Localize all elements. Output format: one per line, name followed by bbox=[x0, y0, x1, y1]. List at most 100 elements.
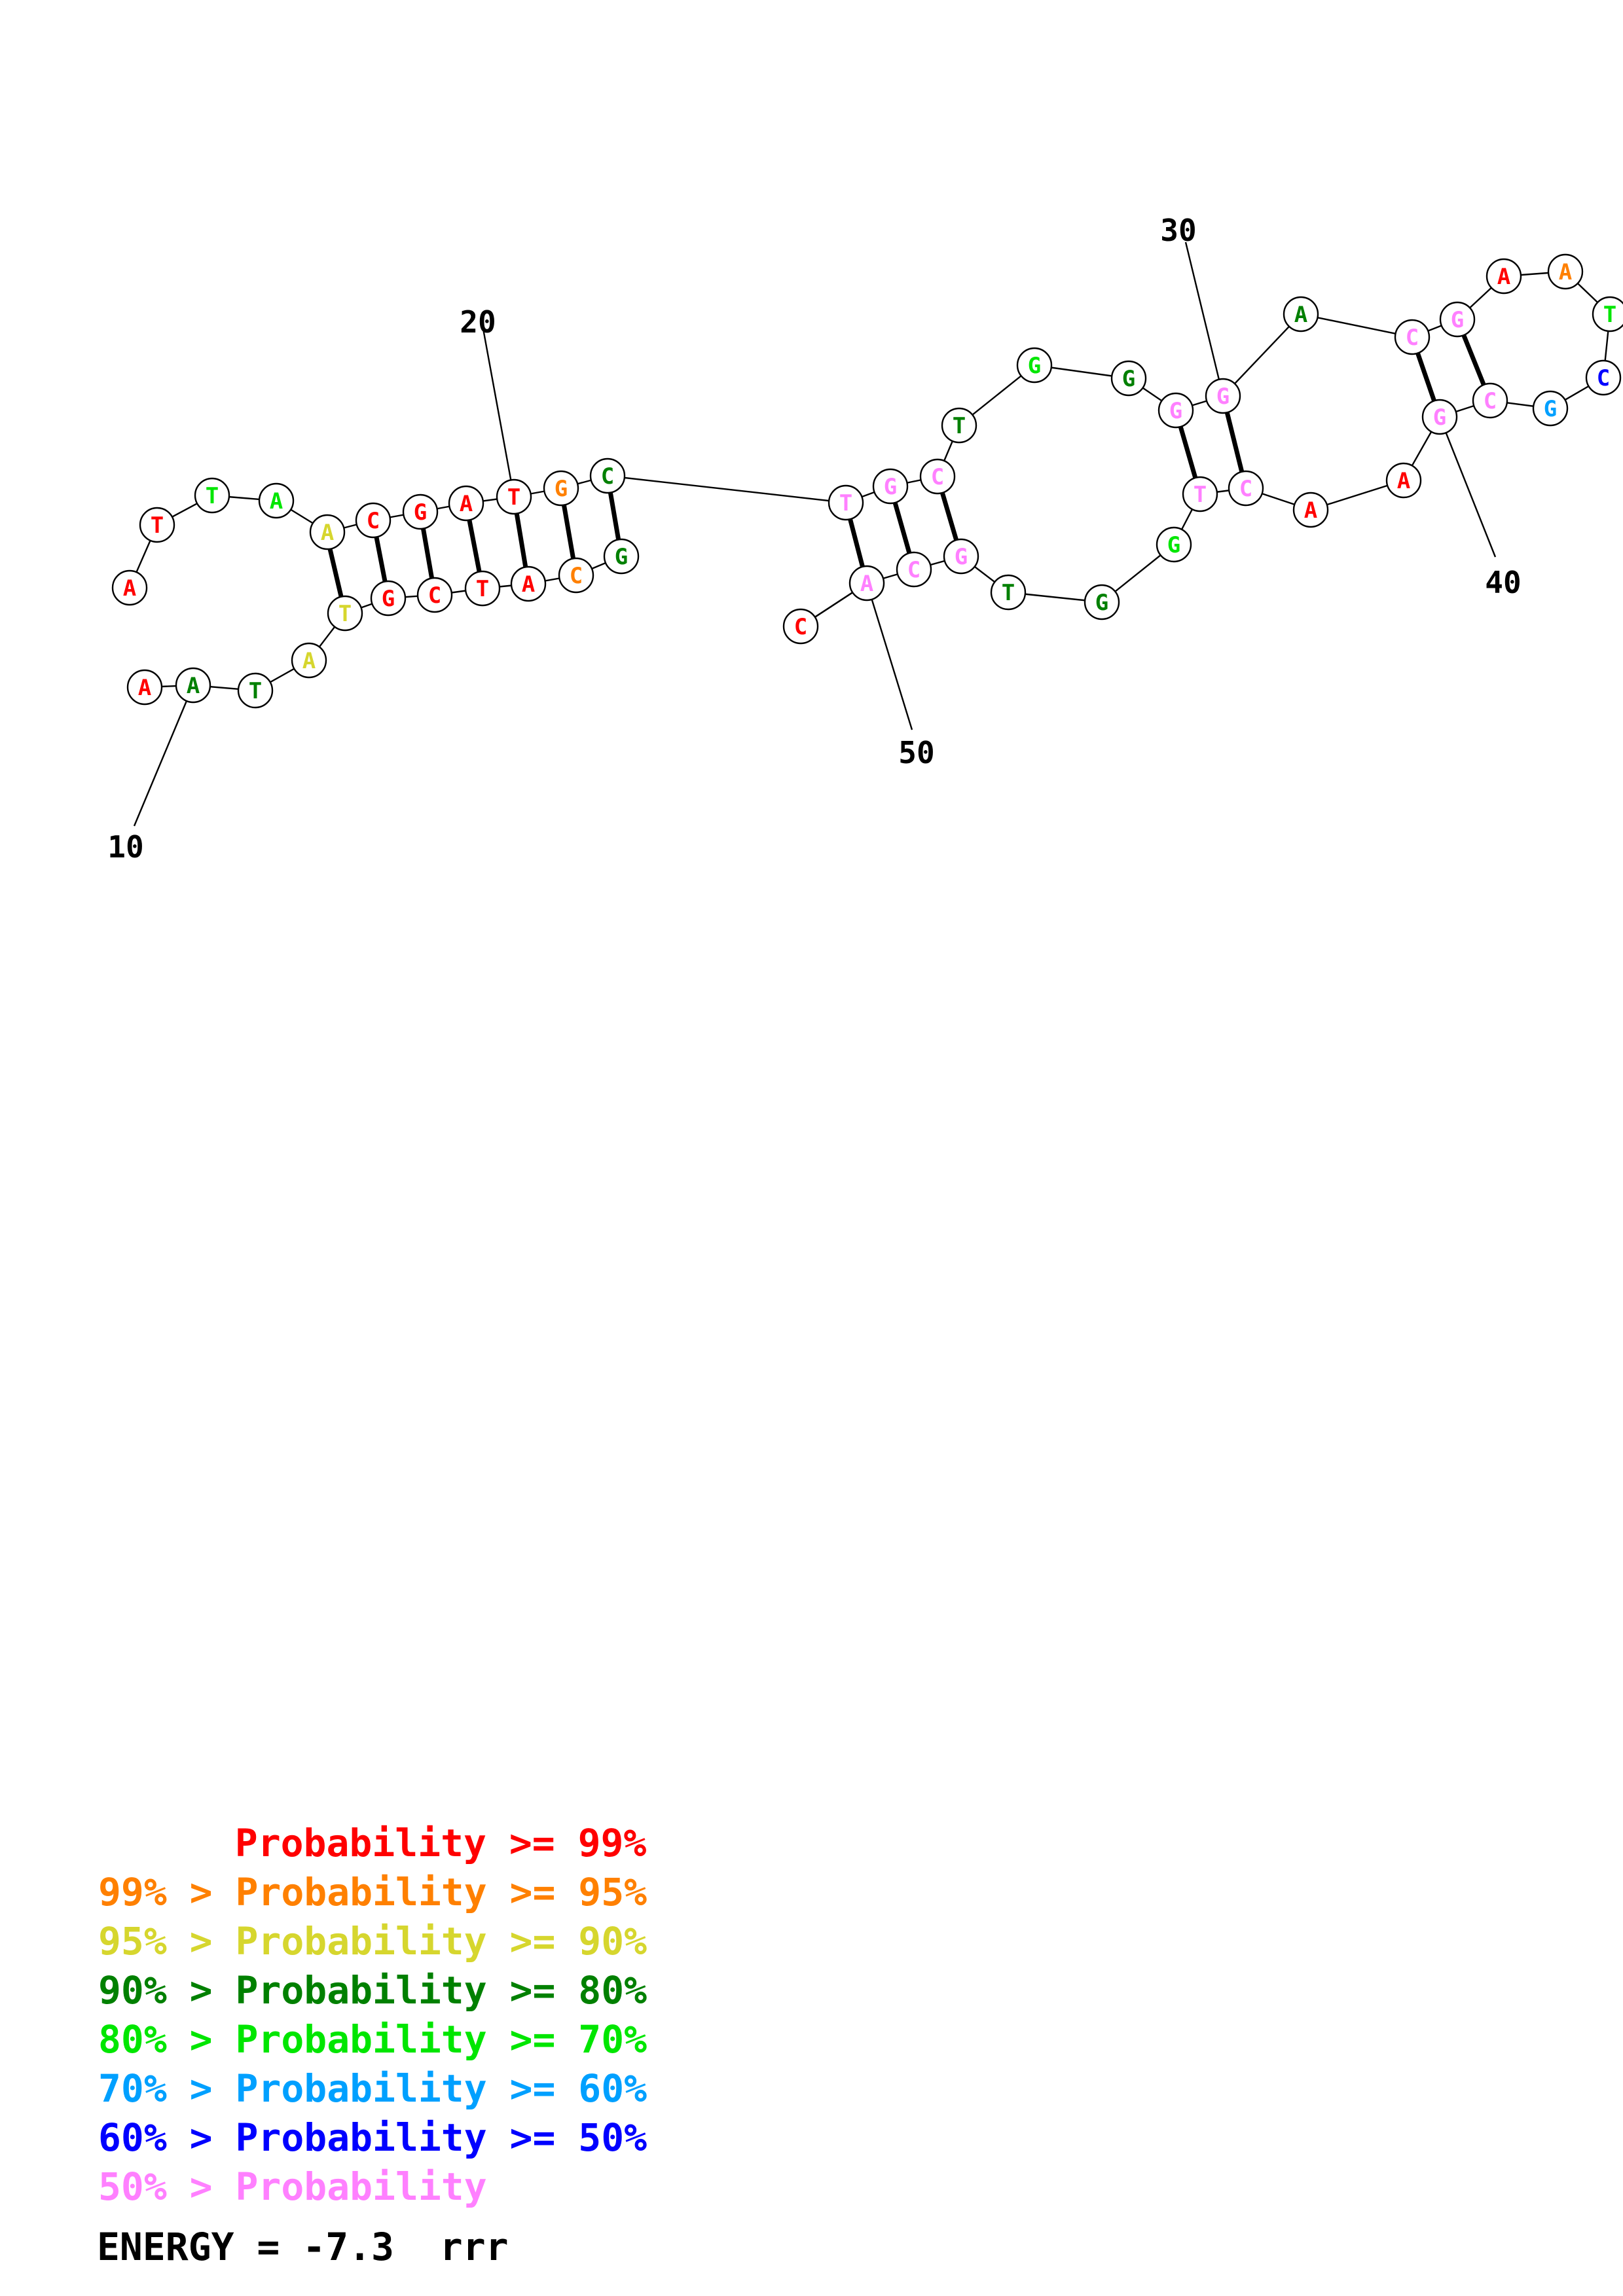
nucleotide-circle bbox=[111, 569, 148, 606]
tick-line bbox=[1438, 416, 1497, 558]
nucleotide-base: A bbox=[1294, 302, 1307, 328]
nucleotide-base: G bbox=[615, 544, 628, 570]
nucleotide-base: T bbox=[839, 490, 852, 516]
nucleotide: A bbox=[1385, 462, 1422, 499]
nucleotide-circle bbox=[589, 457, 626, 494]
legend-row: 95% > Probability >= 90% bbox=[98, 1919, 647, 1964]
backbone-segment bbox=[607, 475, 847, 504]
nucleotide: C bbox=[1472, 382, 1508, 419]
nucleotide-circle bbox=[941, 407, 977, 444]
legend-threshold: 60% > bbox=[98, 2115, 236, 2160]
nucleotide-circle bbox=[1394, 319, 1431, 355]
legend-row: 80% > Probability >= 70% bbox=[98, 2017, 647, 2062]
legend-row: 70% > Probability >= 60% bbox=[98, 2066, 647, 2111]
nucleotide-circle bbox=[1472, 382, 1508, 419]
nucleotide: T bbox=[1592, 296, 1623, 332]
nucleotide-base: G bbox=[1433, 404, 1446, 431]
nucleotide-circle bbox=[139, 507, 175, 543]
nucleotide-circle bbox=[828, 484, 864, 521]
nucleotide-circle bbox=[1547, 253, 1584, 290]
nucleotide: A bbox=[175, 667, 211, 704]
nucleotide-base: G bbox=[1122, 366, 1135, 392]
nucleotide-circle bbox=[510, 565, 547, 602]
nucleotide-circle bbox=[1385, 462, 1422, 499]
position-ticks: 10 20 30 40 50 bbox=[107, 213, 1521, 865]
nucleotide: G bbox=[402, 493, 439, 530]
nucleotide-circle bbox=[464, 570, 501, 607]
nucleotide-circle bbox=[782, 608, 819, 645]
nucleotide: T bbox=[237, 672, 274, 709]
nucleotide: G bbox=[603, 538, 640, 575]
nucleotide-base: T bbox=[206, 483, 219, 509]
nucleotide-base: A bbox=[187, 673, 200, 699]
nucleotide-base: G bbox=[1451, 307, 1464, 333]
nucleotide-circle bbox=[327, 595, 363, 632]
nucleotide-circle bbox=[126, 669, 163, 706]
nucleotide: G bbox=[1205, 378, 1241, 414]
nucleotide-circle bbox=[355, 502, 392, 539]
nucleotide: A bbox=[291, 642, 327, 679]
nucleotide-circle bbox=[1421, 399, 1458, 435]
nucleotide-circle bbox=[1585, 359, 1622, 396]
legend-row: 99% > Probability >= 95% bbox=[98, 1870, 647, 1914]
nucleotide: T bbox=[990, 574, 1027, 611]
nucleotide-circle bbox=[1228, 470, 1264, 507]
nucleotide-base: T bbox=[1194, 482, 1207, 508]
nucleotide: G bbox=[543, 470, 579, 507]
nucleotide-circle bbox=[1532, 390, 1569, 427]
nucleotide: G bbox=[370, 580, 407, 617]
nucleotide-circle bbox=[1084, 584, 1120, 620]
nucleotide: C bbox=[1394, 319, 1431, 355]
nucleotide: G bbox=[1158, 392, 1194, 429]
nucleotide-base: C bbox=[794, 614, 807, 640]
nucleotide-base: A bbox=[123, 575, 136, 601]
nucleotide-base: A bbox=[1397, 468, 1410, 494]
nucleotide-circle bbox=[1439, 301, 1476, 338]
nucleotide-circle bbox=[1283, 296, 1319, 332]
nucleotide-base: C bbox=[1406, 325, 1419, 351]
nucleotide-base: A bbox=[522, 571, 535, 598]
nucleotide-base: G bbox=[414, 499, 427, 526]
nucleotide-circle bbox=[990, 574, 1027, 611]
nucleotide: G bbox=[872, 468, 909, 505]
nucleotide-circle bbox=[448, 485, 484, 522]
nucleotide-base: T bbox=[151, 512, 164, 539]
legend-threshold: 70% > bbox=[98, 2066, 236, 2111]
probability-legend: Probability >= 99% 99% > Probability >= 9… bbox=[98, 1821, 647, 2209]
nucleotide-circle bbox=[943, 538, 979, 575]
nucleotide-circle bbox=[1486, 258, 1522, 295]
nucleotide: G bbox=[1532, 390, 1569, 427]
nucleotide-circle bbox=[558, 557, 594, 594]
nucleotide: T bbox=[496, 478, 532, 515]
nucleotide-circle bbox=[1016, 347, 1053, 384]
nucleotide-circle bbox=[496, 478, 532, 515]
backbone-segment bbox=[1300, 313, 1413, 338]
nucleotide-circle bbox=[1158, 392, 1194, 429]
nucleotide-base: G bbox=[884, 474, 897, 500]
nucleotide-base: A bbox=[138, 675, 151, 701]
legend-row: 90% > Probability >= 80% bbox=[98, 1968, 647, 2013]
nucleotide-base: G bbox=[1544, 396, 1557, 422]
nucleotide: T bbox=[139, 507, 175, 543]
nucleotide-base: G bbox=[1216, 384, 1230, 410]
nucleotide-circle bbox=[543, 470, 579, 507]
nucleotide: A bbox=[1547, 253, 1584, 290]
nucleotide-base: C bbox=[601, 463, 614, 490]
energy-label: ENERGY = -7.3 rrr bbox=[97, 2225, 509, 2269]
nucleotide-circle bbox=[872, 468, 909, 505]
legend-label: Probability >= 95% bbox=[236, 1870, 647, 1914]
nucleotide-base: G bbox=[1095, 590, 1108, 616]
legend-label: Probability >= 90% bbox=[236, 1919, 647, 1964]
nucleotide: C bbox=[896, 551, 932, 588]
nucleotide: T bbox=[327, 595, 363, 632]
nucleotide-circle bbox=[1592, 296, 1623, 332]
nucleotide-base: A bbox=[270, 488, 283, 514]
nucleotide-circle bbox=[194, 477, 230, 514]
nucleotide-circle bbox=[416, 577, 453, 613]
nucleotide: A bbox=[1486, 258, 1522, 295]
nucleotide-base: T bbox=[249, 678, 262, 704]
tick-line bbox=[481, 325, 515, 497]
nucleotide-circle bbox=[1182, 476, 1218, 512]
nucleotide-base: T bbox=[507, 484, 520, 511]
nucleotide-base: C bbox=[1597, 365, 1610, 391]
